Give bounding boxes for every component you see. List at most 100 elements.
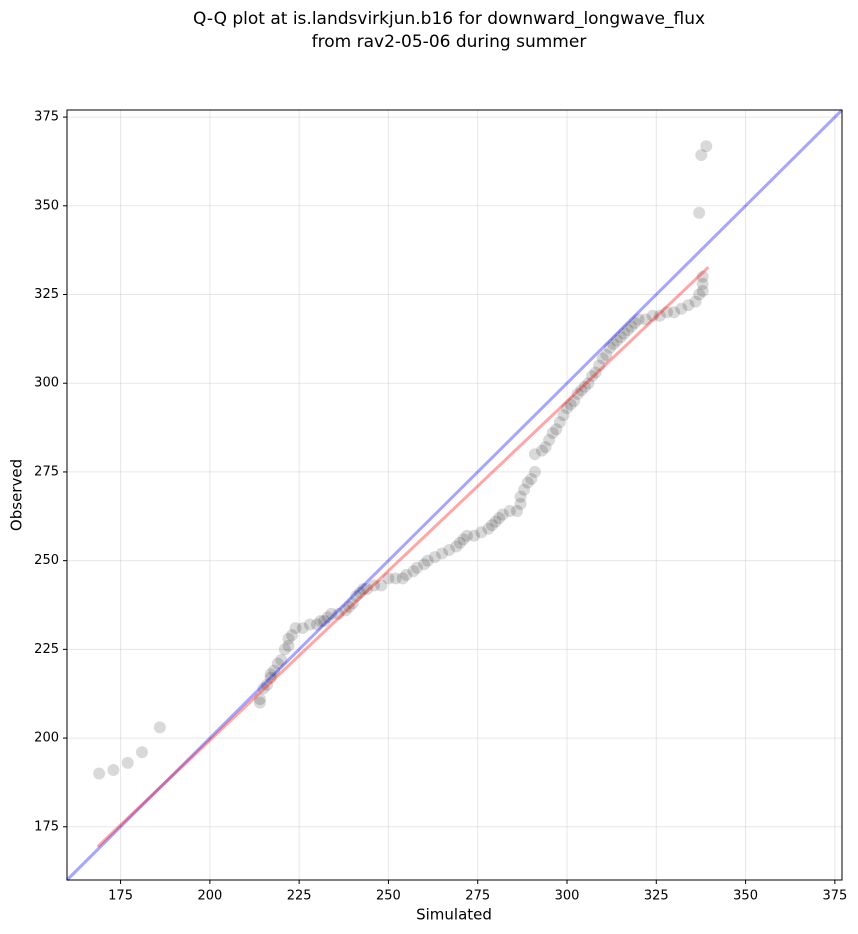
y-tick-label: 175	[34, 819, 59, 834]
point	[282, 632, 295, 645]
point	[600, 348, 613, 361]
point	[589, 366, 602, 379]
point	[586, 370, 598, 383]
point	[289, 622, 302, 635]
y-tick-label: 375	[34, 110, 59, 125]
x-tick-label: 200	[197, 889, 222, 904]
point	[628, 316, 641, 329]
point	[253, 696, 266, 709]
point	[268, 664, 281, 677]
point	[632, 313, 645, 326]
point	[361, 583, 373, 596]
point	[339, 604, 352, 617]
point	[411, 561, 423, 574]
point	[418, 558, 431, 571]
point	[332, 607, 345, 620]
point	[318, 614, 331, 627]
point	[521, 476, 534, 489]
point	[582, 377, 595, 390]
point	[136, 746, 148, 759]
point	[543, 434, 556, 446]
x-tick-label: 375	[822, 889, 847, 904]
point	[564, 398, 577, 411]
point	[450, 540, 463, 553]
point	[353, 586, 366, 599]
point	[696, 270, 709, 283]
point	[536, 444, 548, 457]
point	[575, 384, 588, 397]
point	[253, 693, 266, 706]
y-tick-label: 250	[34, 553, 59, 568]
y-tick-label: 350	[34, 198, 59, 213]
point	[457, 533, 470, 546]
point	[578, 380, 591, 393]
y-axis-label: Observed	[8, 459, 26, 531]
point	[511, 504, 523, 517]
x-tick-label: 275	[465, 889, 490, 904]
point	[264, 671, 277, 684]
x-tick-label: 350	[733, 889, 758, 904]
identity-line	[65, 108, 844, 882]
point	[389, 572, 402, 585]
point	[557, 409, 570, 422]
point	[611, 334, 623, 347]
point	[653, 309, 666, 322]
point	[400, 568, 413, 581]
point	[693, 206, 706, 219]
point	[357, 583, 370, 596]
point	[121, 756, 134, 769]
point	[696, 277, 709, 290]
chart-title: Q-Q plot at is.landsvirkjun.b16 for down…	[193, 9, 705, 29]
point	[153, 721, 166, 734]
point	[107, 764, 120, 776]
y-tick-label: 225	[34, 642, 59, 657]
point	[596, 352, 609, 365]
point	[282, 639, 295, 652]
point	[375, 579, 388, 592]
point	[603, 341, 616, 354]
point	[325, 607, 338, 620]
point	[503, 504, 516, 517]
point	[428, 551, 441, 564]
point	[468, 529, 481, 542]
point	[461, 529, 473, 542]
point	[668, 306, 681, 319]
fit-line	[96, 266, 710, 848]
point	[278, 643, 291, 656]
point	[271, 657, 284, 670]
point	[625, 320, 638, 333]
point	[528, 465, 541, 478]
point	[486, 519, 498, 532]
point	[453, 536, 466, 549]
point	[482, 522, 495, 535]
point	[553, 416, 566, 429]
point	[264, 668, 277, 681]
point	[593, 359, 606, 372]
point	[571, 387, 584, 400]
point	[550, 423, 563, 436]
y-tick-label: 300	[34, 376, 59, 391]
point	[539, 441, 552, 454]
point	[311, 618, 323, 631]
y-tick-label: 200	[34, 731, 59, 746]
point	[475, 526, 488, 539]
point	[350, 590, 363, 603]
plot-frame	[66, 109, 843, 881]
point	[275, 654, 288, 666]
point	[661, 306, 673, 319]
point	[639, 313, 652, 326]
point	[368, 579, 381, 592]
point	[514, 490, 527, 503]
point	[695, 149, 708, 162]
x-tick-label: 325	[644, 889, 669, 904]
point	[546, 426, 559, 439]
point	[443, 544, 456, 556]
point	[314, 614, 327, 627]
point	[346, 597, 359, 610]
point	[528, 448, 541, 461]
point	[675, 302, 688, 315]
point	[696, 284, 709, 297]
point	[614, 331, 627, 344]
point	[261, 678, 273, 691]
